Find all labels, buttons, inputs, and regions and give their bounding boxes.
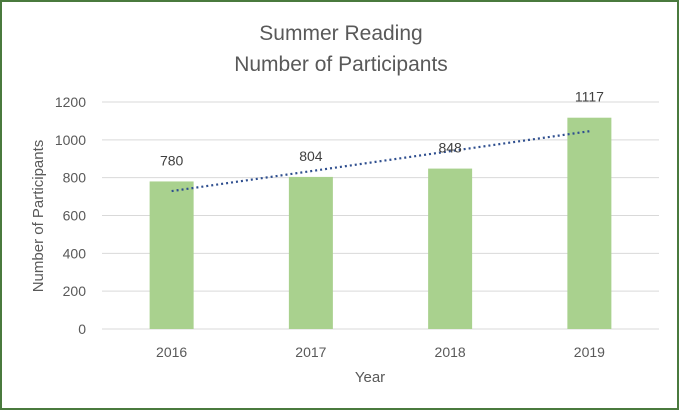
data-label-2019: 1117 xyxy=(575,89,604,105)
gridlines xyxy=(102,101,659,330)
data-label-2017: 804 xyxy=(299,148,323,164)
x-tick-label: 2018 xyxy=(435,344,466,360)
bar-2016 xyxy=(149,181,194,329)
bar-2017 xyxy=(288,176,333,329)
trendline-layer xyxy=(171,130,590,193)
y-tick-label: 1000 xyxy=(55,132,86,148)
y-tick-label: 1200 xyxy=(55,94,86,110)
x-axis-title: Year xyxy=(355,369,385,386)
y-tick-label: 200 xyxy=(63,283,87,299)
x-tick-label: 2017 xyxy=(295,344,326,360)
bar-2018 xyxy=(428,168,473,329)
y-axis-ticks: 0 200 400 600 800 1000 1200 xyxy=(55,94,86,337)
chart-title-line-2: Number of Participants xyxy=(234,53,448,76)
chart-title-line-1: Summer Reading xyxy=(259,22,422,45)
x-tick-label: 2019 xyxy=(574,344,605,360)
bars xyxy=(149,117,612,329)
y-axis-title: Number of Participants xyxy=(30,140,47,293)
x-tick-label: 2016 xyxy=(156,344,187,360)
y-tick-label: 400 xyxy=(63,245,87,261)
bar-2019 xyxy=(567,117,612,329)
y-tick-label: 800 xyxy=(63,170,87,186)
y-tick-label: 0 xyxy=(78,321,86,337)
data-label-2018: 848 xyxy=(438,140,462,156)
data-label-2016: 780 xyxy=(160,152,184,168)
x-axis-ticks: 2016 2017 2018 2019 xyxy=(156,344,605,360)
data-labels: 780 804 848 1117 xyxy=(160,89,604,169)
y-tick-label: 600 xyxy=(63,208,87,224)
trendline xyxy=(171,130,590,193)
